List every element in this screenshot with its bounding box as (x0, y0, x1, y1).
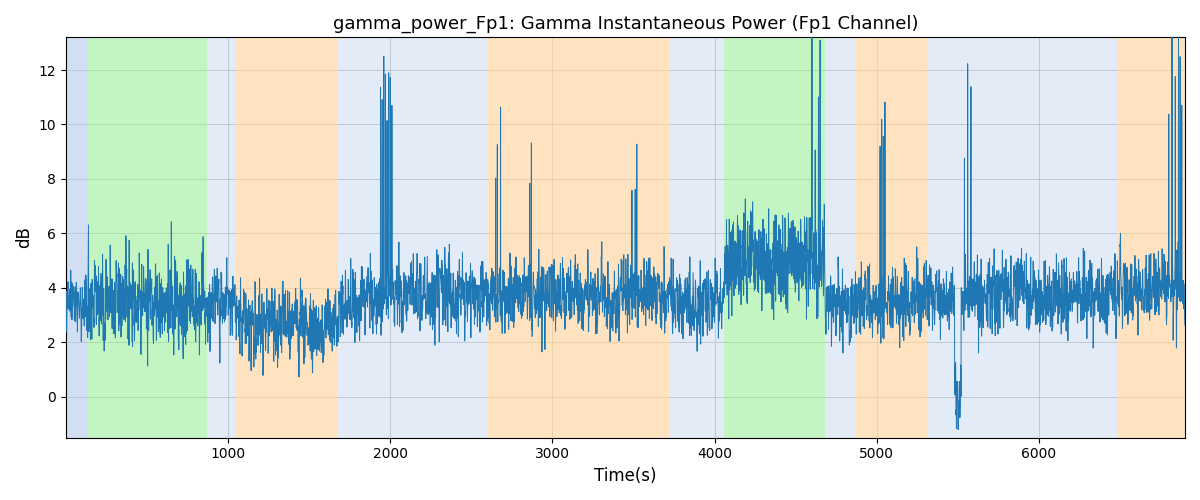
Bar (725, 38, 824, 438)
Bar (236, 38, 338, 438)
Bar (1117, 38, 1186, 438)
Title: gamma_power_Fp1: Gamma Instantaneous Power (Fp1 Channel): gamma_power_Fp1: Gamma Instantaneous Pow… (332, 15, 918, 34)
Bar (361, 38, 468, 438)
Bar (487, 38, 670, 438)
X-axis label: Time(s): Time(s) (594, 467, 656, 485)
Bar (694, 38, 725, 438)
Bar (86, 38, 208, 438)
Bar (928, 38, 950, 438)
Bar (950, 38, 1090, 438)
Bar (856, 38, 928, 438)
Y-axis label: dB: dB (16, 226, 34, 248)
Bar (824, 38, 856, 438)
Bar (468, 38, 487, 438)
Bar (66, 38, 86, 438)
Bar (670, 38, 694, 438)
Bar (1090, 38, 1117, 438)
Bar (208, 38, 236, 438)
Bar (338, 38, 361, 438)
